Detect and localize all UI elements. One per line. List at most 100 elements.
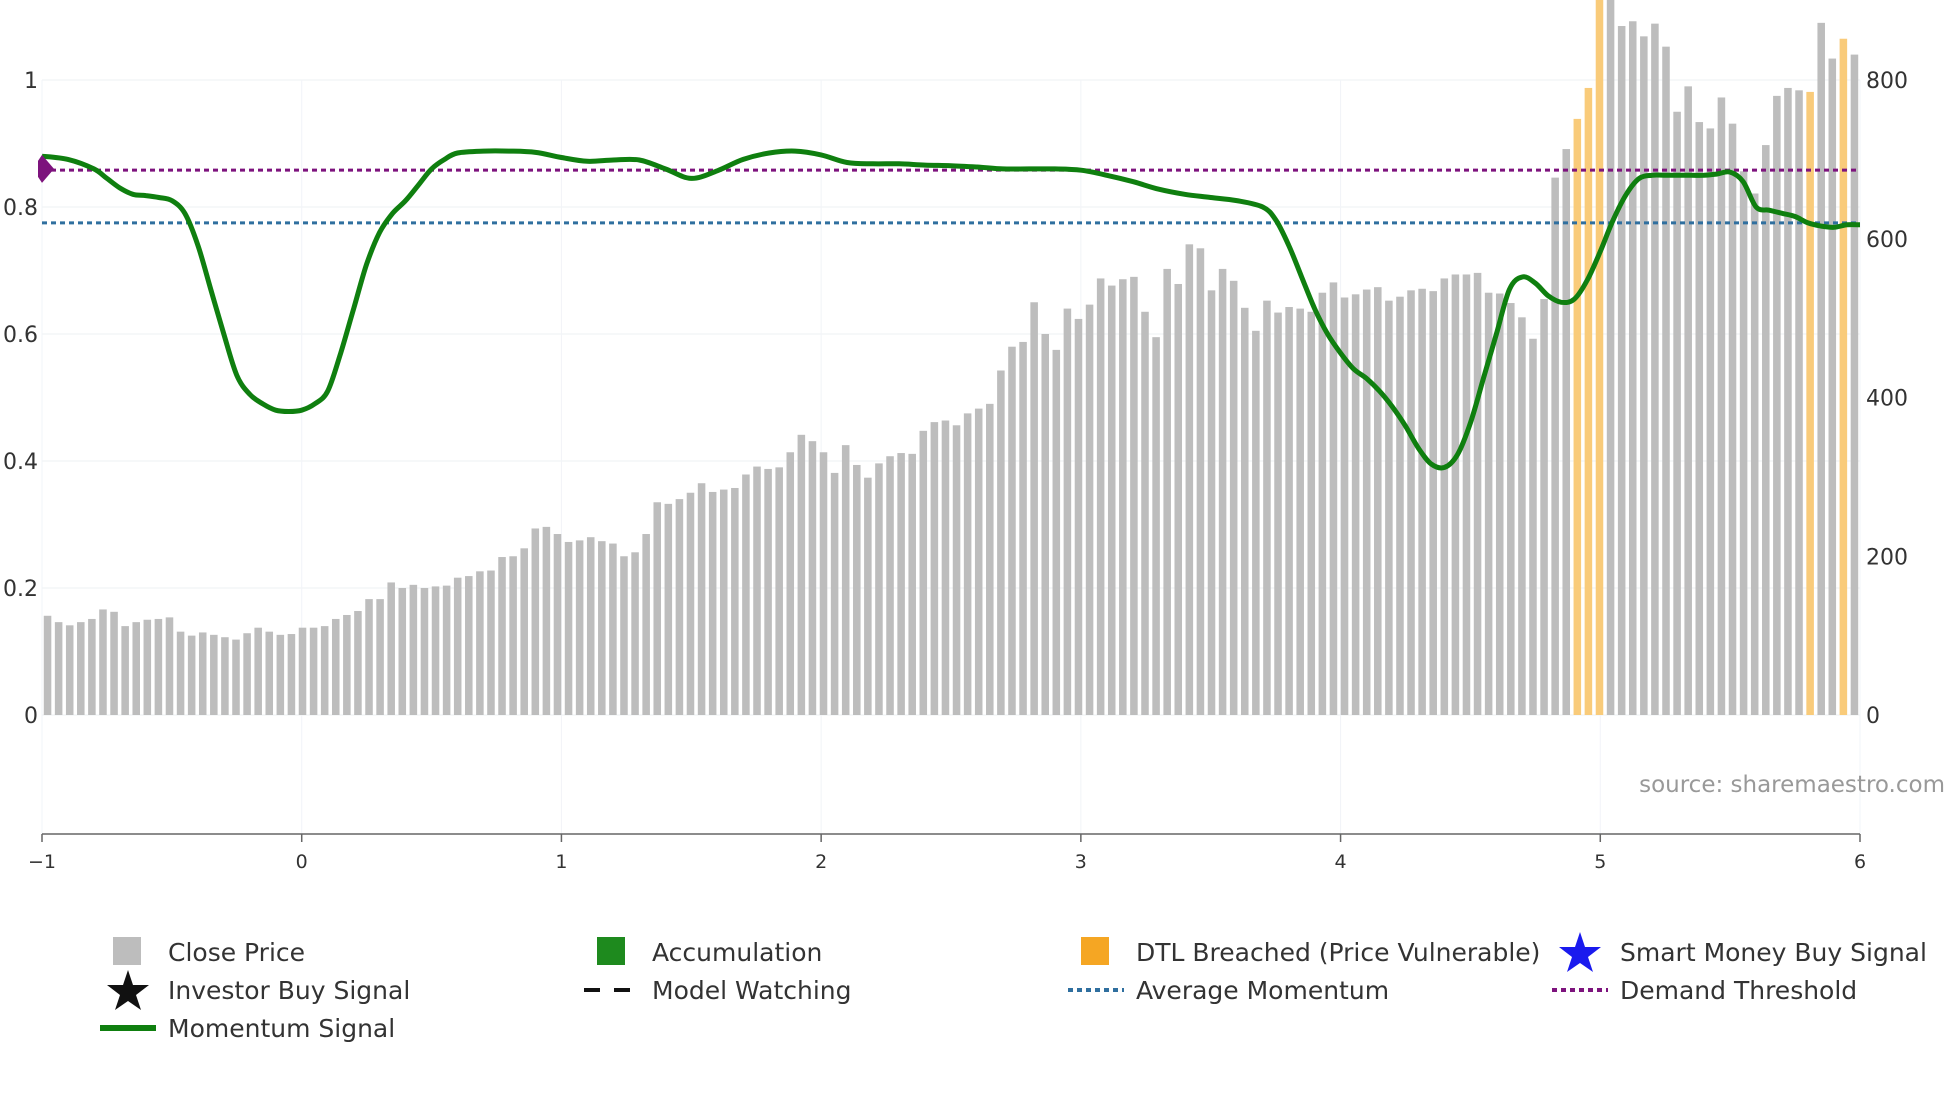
close-price-bar bbox=[1473, 272, 1482, 715]
x-axis-ticks: −1 0 1 2 3 4 5 6 bbox=[28, 834, 1866, 873]
legend-average-momentum: Average Momentum bbox=[1064, 972, 1389, 1008]
close-price-bar bbox=[1019, 341, 1027, 715]
close-price-bar bbox=[276, 634, 285, 715]
close-price-bar bbox=[1229, 280, 1238, 715]
legend-label: Investor Buy Signal bbox=[168, 975, 411, 1005]
close-price-bar bbox=[1385, 300, 1393, 715]
close-price-bar bbox=[1407, 290, 1415, 715]
close-price-bar bbox=[1107, 285, 1116, 715]
close-price-bar bbox=[1662, 46, 1670, 716]
left-y-axis-ticks: 0 0.2 0.4 0.6 0.8 1 bbox=[3, 69, 38, 729]
close-price-bar bbox=[453, 577, 462, 715]
accumulation-swatch-icon bbox=[580, 934, 644, 970]
close-price-bar bbox=[653, 502, 662, 715]
dashed-line-icon bbox=[580, 972, 644, 1008]
close-price-bar bbox=[520, 548, 528, 715]
close-price-bar bbox=[165, 617, 174, 715]
close-price-bar bbox=[1285, 307, 1293, 715]
close-price-bar bbox=[764, 468, 772, 715]
left-y-tick-label: 0.4 bbox=[3, 450, 38, 475]
close-price-bar bbox=[1850, 54, 1859, 716]
close-price-bar bbox=[298, 627, 307, 715]
legend-label: Momentum Signal bbox=[168, 1013, 396, 1043]
right-y-tick-label: 800 bbox=[1866, 69, 1908, 94]
close-price-bar bbox=[531, 528, 540, 715]
close-price-bar bbox=[1518, 317, 1526, 715]
close-price-bar bbox=[997, 370, 1005, 715]
close-price-bar bbox=[564, 541, 573, 715]
close-price-bar bbox=[1351, 294, 1360, 715]
close-price-bar bbox=[853, 464, 861, 715]
close-price-bar bbox=[1717, 97, 1726, 715]
close-price-bar bbox=[1762, 145, 1770, 716]
close-price-bar bbox=[387, 582, 395, 715]
close-price-bar bbox=[176, 631, 185, 715]
close-price-bar bbox=[786, 452, 795, 715]
close-price-bar bbox=[187, 635, 196, 716]
close-price-bar bbox=[498, 557, 506, 715]
legend-label: Accumulation bbox=[652, 937, 823, 967]
right-y-tick-label: 400 bbox=[1866, 387, 1908, 412]
close-price-bar bbox=[309, 627, 318, 715]
close-price-bar bbox=[719, 489, 728, 715]
close-price-bar bbox=[442, 585, 451, 715]
close-price-bar bbox=[1362, 289, 1371, 715]
close-price-bar bbox=[1119, 279, 1127, 715]
close-price-bar bbox=[1396, 296, 1404, 715]
close-price-bar bbox=[509, 556, 517, 715]
close-price-bar bbox=[1640, 36, 1648, 715]
left-y-tick-label: 0.2 bbox=[3, 577, 38, 602]
blue-dotted-line-icon bbox=[1064, 972, 1128, 1008]
close-price-bar bbox=[376, 599, 384, 715]
right-y-tick-label: 200 bbox=[1866, 545, 1908, 570]
close-price-bar bbox=[1318, 292, 1327, 715]
legend-momentum-signal: Momentum Signal bbox=[96, 1010, 395, 1046]
close-price-bar bbox=[775, 467, 783, 715]
close-price-bar bbox=[598, 541, 606, 715]
legend-model-watching: Model Watching bbox=[580, 972, 852, 1008]
close-price-bar bbox=[1529, 338, 1537, 715]
close-price-bar bbox=[1540, 299, 1548, 715]
close-price-bar bbox=[265, 631, 274, 715]
close-price-bar bbox=[1418, 288, 1426, 715]
close-price-bar bbox=[1706, 128, 1715, 716]
close-price-bar bbox=[1052, 349, 1061, 716]
close-price-bar bbox=[1684, 86, 1692, 716]
black-star-icon bbox=[96, 970, 160, 1010]
close-price-bar bbox=[941, 420, 950, 715]
legend-investor-buy: Investor Buy Signal bbox=[96, 970, 411, 1010]
close-price-bar bbox=[154, 618, 163, 715]
close-price-bar bbox=[88, 618, 96, 715]
close-price-bar bbox=[708, 491, 717, 715]
close-price-bar bbox=[864, 477, 872, 715]
close-price-bar bbox=[1307, 311, 1316, 715]
close-price-bar bbox=[65, 625, 74, 715]
close-price-bar bbox=[1185, 244, 1194, 715]
close-price-bar bbox=[919, 430, 928, 715]
legend-label: DTL Breached (Price Vulnerable) bbox=[1136, 937, 1541, 967]
close-price-bar bbox=[1739, 171, 1748, 715]
close-price-bar bbox=[886, 456, 894, 715]
close-price-bar bbox=[897, 453, 905, 715]
close-price-bar bbox=[620, 556, 628, 715]
left-y-tick-label: 0.6 bbox=[3, 323, 38, 348]
close-price-bar bbox=[974, 408, 983, 715]
dtl-breached-bar bbox=[1573, 118, 1582, 715]
close-price-bar bbox=[1773, 95, 1781, 716]
close-price-bar bbox=[1030, 302, 1038, 715]
legend-label: Average Momentum bbox=[1136, 975, 1390, 1005]
source-label: source: sharemaestro.com bbox=[1639, 772, 1945, 798]
close-price-bar bbox=[1063, 308, 1072, 715]
close-price-bar bbox=[952, 425, 961, 715]
close-price-bar bbox=[331, 618, 340, 715]
close-price-bar bbox=[1196, 248, 1205, 715]
smart-money-marker bbox=[38, 154, 54, 183]
close-price-bar bbox=[1451, 274, 1460, 715]
close-price-bar bbox=[731, 487, 739, 715]
close-price-bars bbox=[43, 0, 1859, 716]
close-price-bar bbox=[254, 627, 262, 715]
close-price-bar bbox=[99, 609, 107, 715]
close-price-bar bbox=[553, 534, 562, 715]
close-price-bar bbox=[198, 632, 207, 715]
close-price-bar bbox=[1651, 23, 1659, 715]
